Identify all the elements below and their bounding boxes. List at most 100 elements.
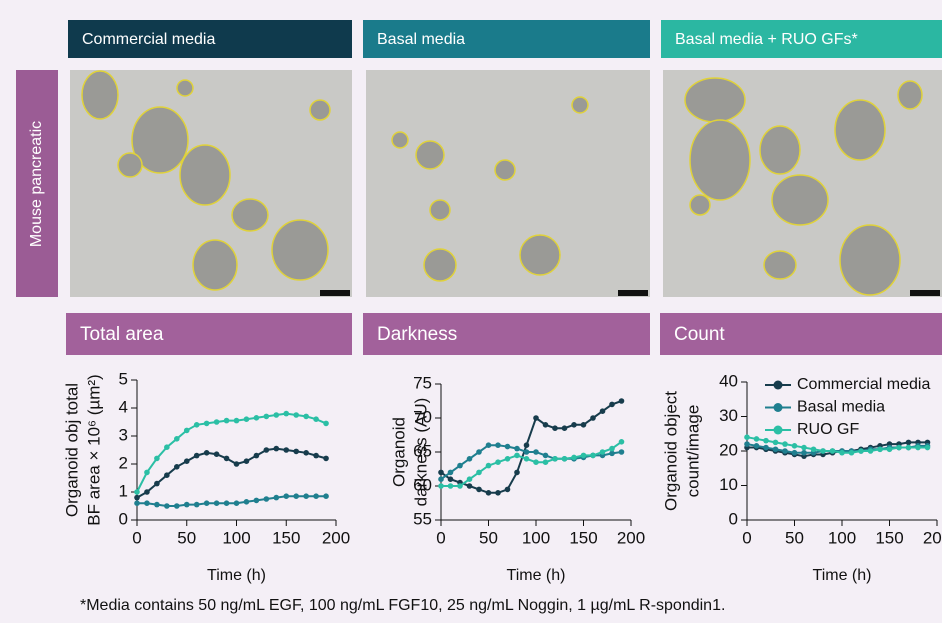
data-point [523, 442, 530, 449]
data-point [174, 503, 180, 509]
data-point [283, 447, 290, 453]
legend-label: Basal media [797, 399, 885, 416]
y-axis-label: count/image [683, 405, 702, 498]
scale-bar [320, 290, 350, 296]
scale-bar [618, 290, 648, 296]
data-point [263, 413, 270, 420]
data-point [905, 439, 912, 446]
data-point [144, 469, 150, 476]
x-tick-label: 0 [132, 528, 141, 547]
data-point [533, 415, 539, 421]
data-point [590, 452, 596, 459]
data-point [134, 500, 140, 507]
data-point [523, 449, 530, 455]
data-point [801, 449, 807, 456]
organoid [571, 96, 589, 114]
organoid [771, 174, 829, 226]
panel-title: Total area [80, 324, 164, 345]
micrograph [366, 70, 650, 297]
organoid [519, 234, 561, 276]
data-point [618, 439, 625, 445]
panel-title: Count [674, 324, 725, 345]
data-point [253, 497, 260, 504]
organoid [231, 198, 269, 232]
data-point [134, 489, 140, 495]
data-point [609, 401, 615, 408]
data-point [283, 493, 290, 500]
data-point [772, 439, 779, 446]
organoid [131, 106, 189, 174]
data-point [772, 446, 779, 453]
data-point [183, 458, 190, 465]
data-point [495, 490, 501, 496]
data-point [810, 446, 817, 453]
data-point [223, 500, 230, 507]
organoid [689, 194, 711, 216]
data-point [174, 436, 180, 442]
organoid [117, 152, 143, 178]
organoid [839, 224, 901, 296]
data-point [223, 417, 230, 424]
organoid [391, 131, 409, 149]
data-point [253, 452, 260, 459]
data-point [552, 456, 558, 462]
data-point [174, 464, 180, 470]
data-point [495, 459, 501, 466]
organoid [429, 199, 451, 221]
data-point [233, 461, 240, 467]
x-axis-label: Time (h) [813, 567, 872, 584]
data-point [203, 420, 210, 427]
legend-label: Commercial media [797, 376, 930, 393]
scale-bar [910, 290, 940, 296]
column-header-text: Commercial media [82, 31, 215, 48]
footnote: *Media contains 50 ng/mL EGF, 100 ng/mL … [80, 597, 725, 614]
data-point [154, 455, 160, 462]
data-point [753, 436, 760, 442]
data-point [561, 425, 568, 432]
data-point [134, 494, 140, 501]
data-point [590, 415, 596, 421]
data-point [485, 462, 492, 469]
data-point [243, 416, 250, 423]
data-point [273, 494, 280, 501]
y-axis-label: Organoid [389, 417, 408, 487]
data-point [233, 500, 240, 507]
data-point [273, 445, 280, 452]
x-axis-label: Time (h) [207, 567, 266, 584]
data-point [193, 501, 200, 508]
organoid [684, 77, 746, 123]
y-axis-label: BF area × 10⁶ (µm²) [84, 374, 103, 525]
x-tick-label: 100 [828, 528, 856, 547]
organoid [834, 99, 886, 161]
data-point [243, 458, 250, 465]
data-point [313, 416, 319, 423]
data-point [447, 469, 454, 476]
y-tick-label: 0 [119, 509, 128, 528]
data-point [801, 444, 807, 451]
data-point [213, 500, 220, 507]
data-point [561, 456, 568, 462]
data-point [457, 483, 463, 489]
legend-marker [773, 403, 783, 412]
data-point [323, 420, 329, 427]
data-point [791, 449, 798, 456]
data-point [164, 503, 170, 509]
data-point [618, 449, 625, 455]
data-point [293, 448, 300, 455]
data-point [542, 422, 549, 428]
y-tick-label: 60 [413, 475, 432, 494]
data-point [618, 398, 625, 404]
data-point [154, 501, 160, 508]
data-point [476, 469, 482, 476]
data-point [896, 444, 902, 451]
data-point [744, 434, 750, 441]
x-tick-label: 100 [522, 528, 550, 547]
x-tick-label: 150 [569, 528, 597, 547]
y-tick-label: 55 [413, 509, 432, 528]
data-point [293, 412, 300, 418]
data-point [542, 459, 549, 466]
x-tick-label: 50 [785, 528, 804, 547]
data-point [323, 455, 329, 462]
data-point [533, 449, 539, 455]
data-point [552, 425, 558, 432]
